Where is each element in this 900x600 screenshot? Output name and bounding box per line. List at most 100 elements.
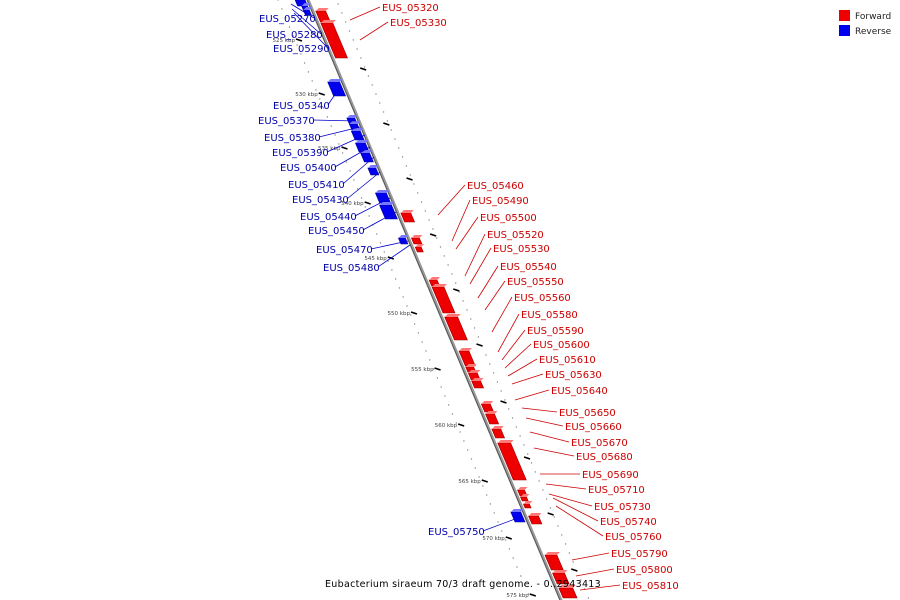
forward-leader-line — [552, 497, 599, 522]
reverse-gene-block[interactable] — [360, 152, 374, 163]
reverse-gene-label[interactable]: EUS_05270 — [259, 14, 316, 25]
track-dash — [359, 67, 367, 71]
reverse-leader-line — [318, 126, 361, 138]
forward-gene-label[interactable]: EUS_05610 — [539, 355, 596, 366]
track-dot — [341, 152, 344, 154]
reverse-gene-label[interactable]: EUS_05380 — [264, 133, 321, 144]
forward-gene-label[interactable]: EUS_05530 — [493, 244, 550, 255]
track-dot — [425, 350, 427, 352]
tick-label: 530 kbp — [295, 92, 318, 98]
reverse-gene-label[interactable]: EUS_05340 — [273, 101, 330, 112]
reverse-gene-label[interactable]: EUS_05480 — [323, 263, 380, 274]
track-dash — [406, 177, 413, 181]
track-dot — [390, 129, 392, 131]
track-dot — [409, 174, 411, 176]
forward-gene-label[interactable]: EUS_05710 — [588, 485, 645, 496]
forward-gene-label[interactable]: EUS_05640 — [551, 386, 608, 397]
gene-block-top — [523, 501, 533, 504]
forward-gene-label[interactable]: EUS_05650 — [559, 408, 616, 419]
reverse-gene-label[interactable]: EUS_05370 — [258, 116, 315, 127]
reverse-gene-label[interactable]: EUS_05750 — [428, 527, 485, 538]
track-dot — [572, 561, 574, 563]
reverse-gene-label[interactable]: EUS_05470 — [316, 245, 373, 256]
gene-block-top — [398, 235, 409, 238]
forward-gene-label[interactable]: EUS_05760 — [605, 532, 662, 543]
gene-block-top — [375, 190, 390, 193]
forward-gene-label[interactable]: EUS_05730 — [594, 502, 651, 513]
forward-gene-block[interactable] — [410, 237, 423, 245]
gene-block-top — [327, 79, 343, 82]
track-dot — [296, 44, 298, 46]
track-dot — [345, 161, 348, 163]
track-dot — [428, 219, 430, 221]
forward-gene-label[interactable]: EUS_05550 — [507, 277, 564, 288]
forward-gene-label[interactable]: EUS_05490 — [472, 196, 529, 207]
tick-label: 575 kbp — [506, 593, 529, 599]
reverse-gene-label[interactable]: EUS_05440 — [300, 212, 357, 223]
forward-gene-label[interactable]: EUS_05670 — [571, 438, 628, 449]
gene-block-top — [320, 20, 336, 23]
reverse-gene-label[interactable]: EUS_05390 — [272, 148, 329, 159]
track-dot — [455, 422, 457, 424]
track-dot — [538, 480, 540, 482]
genome-backbone-highlight — [306, 0, 561, 600]
forward-gene-label[interactable]: EUS_05660 — [565, 422, 622, 433]
forward-gene-label[interactable]: EUS_05520 — [487, 230, 544, 241]
track-dot — [508, 548, 511, 550]
reverse-gene-label[interactable]: EUS_05410 — [288, 180, 345, 191]
forward-gene-label[interactable]: EUS_05790 — [611, 549, 668, 560]
reverse-gene-label[interactable]: EUS_05280 — [266, 30, 323, 41]
reverse-gene-label[interactable]: EUS_05400 — [280, 163, 337, 174]
forward-gene-block[interactable] — [480, 403, 495, 413]
forward-leader-line — [533, 447, 575, 457]
forward-gene-block[interactable] — [471, 380, 485, 389]
forward-gene-block[interactable] — [414, 246, 424, 253]
reverse-gene-label[interactable]: EUS_05450 — [308, 226, 365, 237]
forward-gene-label[interactable]: EUS_05800 — [616, 565, 673, 576]
forward-gene-block[interactable] — [400, 212, 416, 223]
track-dot — [523, 584, 526, 586]
reverse-gene-label[interactable]: EUS_05430 — [292, 195, 349, 206]
track-dot — [485, 354, 487, 356]
gene-block-top — [303, 7, 313, 10]
forward-gene-label[interactable]: EUS_05590 — [527, 326, 584, 337]
legend: Forward Reverse — [839, 10, 892, 37]
forward-gene-label[interactable]: EUS_05580 — [521, 310, 578, 321]
forward-gene-label[interactable]: EUS_05600 — [533, 340, 590, 351]
forward-gene-label[interactable]: EUS_05630 — [545, 370, 602, 381]
reverse-gene-label[interactable]: EUS_05290 — [273, 44, 330, 55]
track-dot — [307, 71, 310, 73]
forward-gene-label[interactable]: EUS_05540 — [500, 262, 557, 273]
track-dot — [561, 534, 563, 536]
track-dot — [345, 21, 347, 23]
forward-gene-label[interactable]: EUS_05500 — [480, 213, 537, 224]
forward-leader-line — [501, 329, 526, 361]
track-dot — [511, 417, 514, 419]
forward-gene-label[interactable]: EUS_05320 — [382, 3, 439, 14]
track-dot — [436, 377, 439, 379]
forward-gene-block[interactable] — [522, 503, 532, 509]
forward-leader-line — [555, 505, 604, 537]
forward-leader-line — [579, 584, 621, 591]
track-dot — [420, 201, 423, 203]
track-dot — [330, 125, 332, 127]
track-dot — [534, 471, 536, 473]
forward-gene-label[interactable]: EUS_05330 — [390, 18, 447, 29]
gene-block-top — [517, 487, 528, 490]
forward-gene-label[interactable]: EUS_05460 — [467, 181, 524, 192]
forward-gene-label[interactable]: EUS_05690 — [582, 470, 639, 481]
track-dot — [527, 593, 530, 595]
forward-gene-block[interactable] — [520, 496, 529, 502]
track-dot — [512, 557, 514, 559]
forward-leader-line — [359, 21, 389, 41]
forward-gene-label[interactable]: EUS_05560 — [514, 293, 571, 304]
forward-gene-label[interactable]: EUS_05810 — [622, 581, 679, 592]
track-dash — [571, 568, 578, 572]
forward-gene-label[interactable]: EUS_05740 — [600, 517, 657, 528]
track-dot — [436, 237, 438, 239]
forward-gene-block[interactable] — [528, 515, 543, 525]
tick-mark — [529, 593, 537, 597]
forward-gene-label[interactable]: EUS_05680 — [576, 452, 633, 463]
forward-gene-block[interactable] — [491, 428, 506, 439]
track-dot — [549, 507, 552, 509]
